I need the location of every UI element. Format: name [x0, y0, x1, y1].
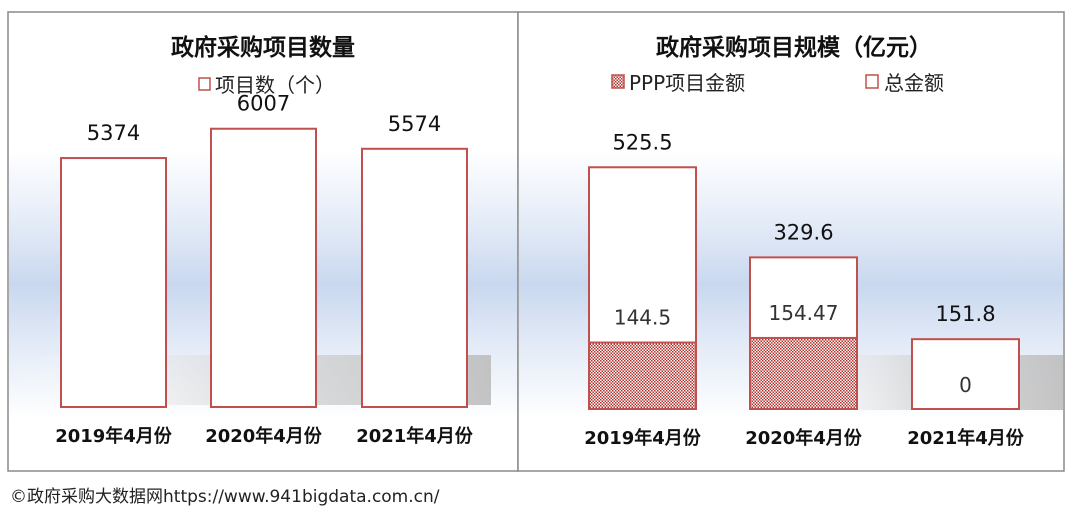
bar-value-label: 151.8: [935, 302, 995, 326]
legend: 项目数（个）: [198, 73, 335, 97]
bar-value-label: 6007: [237, 92, 290, 116]
ppp-value-label: 0: [959, 373, 972, 397]
bar-total: [911, 338, 1020, 410]
legend-swatch-ppp: [611, 74, 625, 89]
bar: [60, 157, 167, 408]
ppp-value-label: 144.5: [614, 306, 671, 330]
chart-title: 政府采购项目规模（亿元）: [656, 34, 932, 61]
legend-label: 项目数（个）: [215, 73, 335, 97]
bar-value-label: 329.6: [773, 220, 833, 244]
category-label: 2020年4月份: [205, 425, 323, 447]
legend: PPP项目金额 总金额: [611, 71, 944, 95]
chart-title: 政府采购项目数量: [171, 34, 355, 61]
category-label: 2020年4月份: [745, 427, 863, 449]
bar-value-label: 525.5: [612, 130, 672, 154]
bar-value-label: 5574: [388, 112, 441, 136]
bar-value-label: 5374: [87, 121, 140, 145]
legend-label-total: 总金额: [884, 71, 944, 95]
bar: [361, 147, 468, 409]
bar-ppp: [749, 336, 858, 410]
panel-project-scale: 政府采购项目规模（亿元） PPP项目金额 总金额 525.5 144.5 2019年…: [517, 11, 1065, 472]
category-label: 2019年4月份: [584, 427, 702, 449]
ppp-value-label: 154.47: [769, 301, 839, 325]
bar-ppp: [588, 341, 697, 410]
source-footer: ©政府采购大数据网https://www.941bigdata.com.cn/: [10, 487, 440, 507]
legend-swatch: [198, 77, 211, 91]
bar: [210, 127, 317, 408]
legend-label-ppp: PPP项目金额: [629, 71, 745, 95]
bar-series: 525.5 144.5 2019年4月份 329.6 154.47 2020年4月份 151…: [584, 130, 1025, 449]
category-label: 2021年4月份: [907, 427, 1025, 449]
legend-swatch-total: [865, 74, 879, 89]
panel-project-count: 政府采购项目数量 项目数（个） 5374 2019年4月份 6007 2020年4月份…: [7, 11, 519, 472]
bar-series: 5374 2019年4月份 6007 2020年4月份 5574 2021年4月份: [55, 92, 474, 447]
category-label: 2019年4月份: [55, 425, 173, 447]
category-label: 2021年4月份: [356, 425, 474, 447]
